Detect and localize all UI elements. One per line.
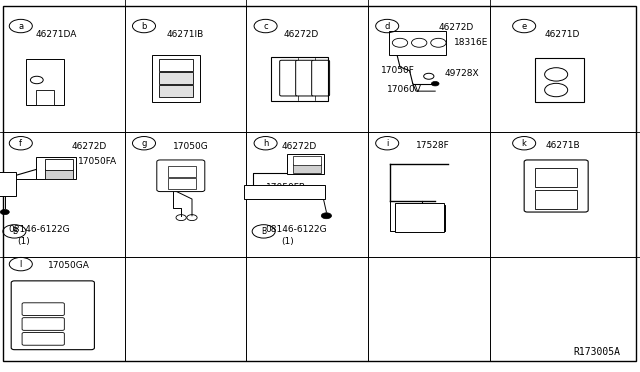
Text: 46272D: 46272D [282, 142, 317, 151]
Text: 46272D: 46272D [72, 142, 108, 151]
FancyBboxPatch shape [159, 72, 193, 84]
Text: (1): (1) [17, 237, 30, 246]
Text: 17050FB: 17050FB [266, 183, 306, 192]
Text: e: e [522, 22, 527, 31]
FancyBboxPatch shape [157, 160, 205, 192]
FancyBboxPatch shape [26, 59, 64, 105]
FancyBboxPatch shape [22, 333, 65, 345]
FancyBboxPatch shape [168, 178, 196, 189]
Text: 46271D: 46271D [545, 30, 580, 39]
FancyBboxPatch shape [296, 60, 314, 96]
Text: h: h [263, 139, 268, 148]
Text: i: i [386, 139, 388, 148]
FancyBboxPatch shape [244, 185, 325, 199]
Text: c: c [263, 22, 268, 31]
Text: B: B [12, 227, 17, 236]
FancyBboxPatch shape [524, 160, 588, 212]
FancyBboxPatch shape [45, 159, 73, 170]
FancyBboxPatch shape [12, 281, 95, 350]
FancyBboxPatch shape [535, 168, 577, 187]
Text: R173005A: R173005A [574, 347, 621, 357]
Text: 17050F: 17050F [381, 66, 415, 75]
FancyBboxPatch shape [535, 190, 577, 209]
FancyBboxPatch shape [168, 166, 196, 177]
FancyBboxPatch shape [389, 31, 446, 55]
FancyBboxPatch shape [22, 303, 65, 315]
Text: 08146-6122G: 08146-6122G [8, 225, 70, 234]
Text: f: f [19, 139, 22, 148]
FancyBboxPatch shape [287, 154, 324, 174]
Text: 18316E: 18316E [454, 38, 489, 46]
Text: a: a [18, 22, 24, 31]
Text: l: l [20, 260, 22, 269]
FancyBboxPatch shape [36, 90, 54, 105]
FancyBboxPatch shape [280, 60, 298, 96]
FancyBboxPatch shape [293, 164, 321, 173]
FancyBboxPatch shape [0, 172, 17, 196]
FancyBboxPatch shape [159, 85, 193, 97]
FancyBboxPatch shape [395, 203, 444, 232]
FancyBboxPatch shape [312, 60, 330, 96]
Text: (1): (1) [282, 237, 294, 246]
FancyBboxPatch shape [45, 169, 73, 179]
Text: 17060V: 17060V [387, 85, 422, 94]
Text: 08146-6122G: 08146-6122G [266, 225, 327, 234]
FancyBboxPatch shape [152, 55, 200, 102]
FancyBboxPatch shape [293, 156, 321, 165]
Text: B: B [261, 227, 266, 236]
Text: 49728X: 49728X [445, 69, 479, 78]
FancyBboxPatch shape [535, 58, 584, 102]
Text: 46271B: 46271B [545, 141, 580, 150]
Text: g: g [141, 139, 147, 148]
Text: 17050GA: 17050GA [48, 261, 90, 270]
FancyBboxPatch shape [159, 59, 193, 71]
Circle shape [321, 213, 332, 219]
Text: 46272D: 46272D [283, 30, 319, 39]
FancyBboxPatch shape [36, 157, 77, 179]
Text: 46272D: 46272D [438, 23, 474, 32]
FancyBboxPatch shape [22, 318, 65, 330]
Text: 46271IB: 46271IB [167, 30, 204, 39]
Text: d: d [385, 22, 390, 31]
Text: 17050FA: 17050FA [79, 157, 118, 166]
Text: 17050G: 17050G [173, 142, 209, 151]
Text: b: b [141, 22, 147, 31]
Text: k: k [522, 139, 527, 148]
Circle shape [431, 81, 439, 86]
Circle shape [1, 209, 10, 215]
Text: 17528F: 17528F [416, 141, 450, 150]
Text: 46271DA: 46271DA [35, 30, 77, 39]
